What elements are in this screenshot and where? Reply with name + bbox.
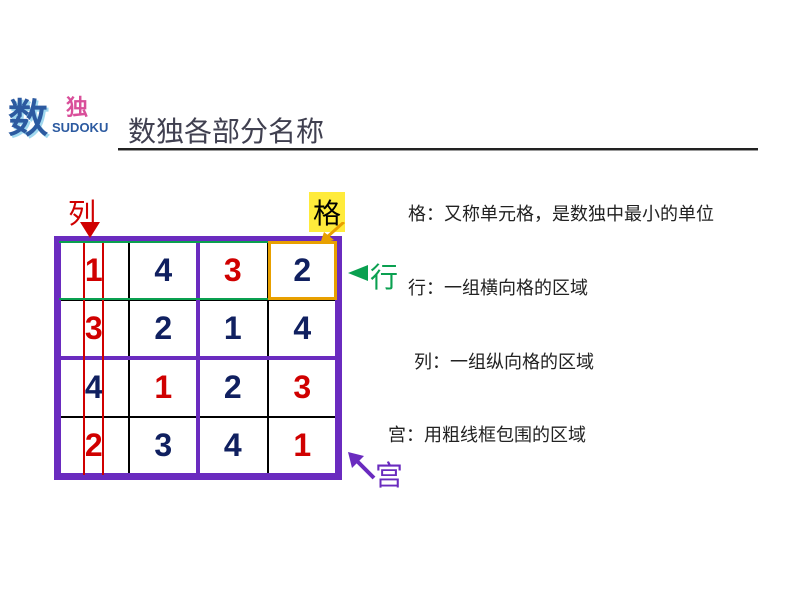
grid-cell: 3: [59, 300, 129, 359]
grid-cell: 1: [129, 358, 199, 417]
grid-cell: 2: [268, 241, 338, 300]
logo-char-2: 独: [66, 90, 88, 122]
sudoku-grid-wrapper: 1432321441232341: [54, 236, 342, 480]
logo-char-1: 数: [8, 97, 44, 141]
grid-cell: 1: [59, 241, 129, 300]
grid-cell: 2: [129, 300, 199, 359]
grid-cell: 3: [268, 358, 338, 417]
grid-cell: 3: [129, 417, 199, 476]
arrow-column-icon: [78, 220, 102, 238]
label-box: 宫: [375, 454, 403, 494]
grid-cell: 4: [59, 358, 129, 417]
page-title: 数独各部分名称: [128, 110, 324, 150]
grid-cell: 1: [268, 417, 338, 476]
arrow-cell-icon: [320, 222, 348, 244]
arrow-row-icon: [348, 264, 370, 282]
grid-cell: 4: [198, 417, 268, 476]
arrow-box-icon: [346, 452, 378, 480]
sudoku-logo: 数 独 SUDOKU: [8, 86, 108, 142]
desc-column: 列：一组纵向格的区域: [414, 348, 594, 374]
grid-cell: 2: [198, 358, 268, 417]
title-underline: [118, 148, 758, 151]
sudoku-grid: 1432321441232341: [54, 236, 342, 480]
label-row: 行: [370, 256, 398, 296]
logo-english: SUDOKU: [52, 120, 108, 135]
grid-cell: 2: [59, 417, 129, 476]
desc-row: 行：一组横向格的区域: [408, 274, 588, 300]
grid-cell: 4: [129, 241, 199, 300]
desc-cell: 格：又称单元格，是数独中最小的单位: [408, 200, 714, 226]
grid-cell: 1: [198, 300, 268, 359]
grid-cell: 3: [198, 241, 268, 300]
desc-box: 宫：用粗线框包围的区域: [388, 421, 586, 447]
grid-cell: 4: [268, 300, 338, 359]
